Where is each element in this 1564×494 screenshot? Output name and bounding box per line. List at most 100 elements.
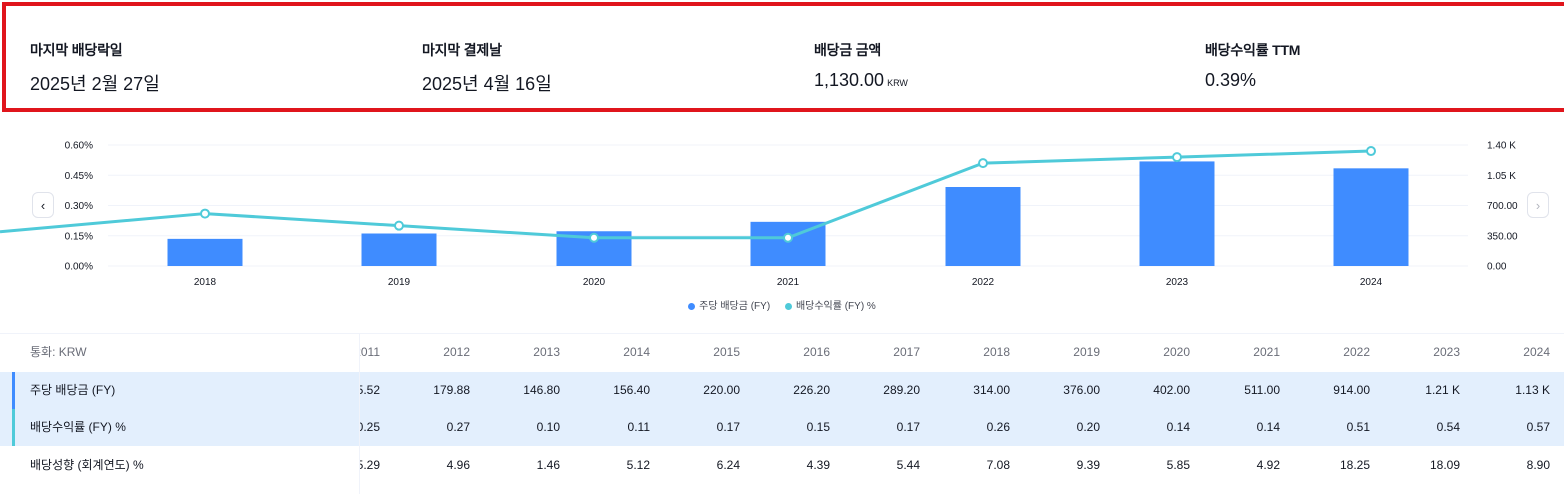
- bar-2022: [945, 187, 1021, 266]
- right-axis-tick: 350.00: [1487, 231, 1518, 242]
- right-axis-tick: 700.00: [1487, 201, 1518, 212]
- row-label-cell[interactable]: 배당성향 (회계연도) %: [0, 447, 359, 484]
- table-cell: 0.11: [627, 420, 650, 434]
- chart-prev-button[interactable]: ‹: [32, 192, 54, 218]
- stat-dividend-amount: 배당금 금액 1,130.00 KRW: [814, 40, 908, 91]
- row-label: 배당성향 (회계연도) %: [30, 458, 144, 472]
- stat-payment-date: 마지막 결제날 2025년 4월 16일: [422, 40, 552, 96]
- table-cell: 0.15: [806, 420, 830, 434]
- table-cell: 1.46: [536, 458, 560, 472]
- table-cell: 0.17: [896, 420, 920, 434]
- stat-label: 배당금 금액: [814, 42, 882, 58]
- stat-ex-dividend-date: 마지막 배당락일 2025년 2월 27일: [30, 40, 160, 96]
- left-axis-tick: 0.45%: [65, 171, 93, 182]
- legend-item-dividend[interactable]: 주당 배당금 (FY): [688, 297, 770, 312]
- year-header: 2013: [533, 345, 560, 359]
- currency-label-cell: 통화: KRW: [0, 334, 359, 371]
- chart-legend: 주당 배당금 (FY) 배당수익률 (FY) %: [0, 297, 1564, 312]
- stat-dividend-yield-ttm: 배당수익률 TTM 0.39%: [1205, 40, 1300, 91]
- yield-point-2020: [589, 232, 599, 243]
- table-cell: 402.00: [1153, 383, 1190, 397]
- bar-2023: [1139, 161, 1215, 266]
- table-cell: 1.13 K: [1515, 383, 1550, 397]
- year-header: 2012: [443, 345, 470, 359]
- legend-label: 주당 배당금 (FY): [699, 301, 771, 312]
- left-axis-tick: 0.30%: [65, 201, 93, 212]
- row-label-cell[interactable]: 주당 배당금 (FY): [0, 372, 359, 409]
- chart-next-button[interactable]: ›: [1527, 192, 1549, 218]
- table-cell: 0.20: [1076, 420, 1100, 434]
- yield-line: [0, 149, 1372, 240]
- table-cell: 0.25: [359, 420, 380, 434]
- table-cell: 165.52: [359, 383, 380, 397]
- stat-label: 마지막 결제날: [422, 42, 502, 58]
- currency-label: 통화: KRW: [30, 345, 87, 359]
- legend-label: 배당수익률 (FY) %: [795, 301, 876, 312]
- yield-point-2019: [394, 220, 404, 231]
- yield-point-2023: [1172, 152, 1182, 163]
- table-cell: 7.08: [986, 458, 1010, 472]
- summary-panel: 마지막 배당락일 2025년 2월 27일 마지막 결제날 2025년 4월 1…: [0, 0, 1564, 120]
- table-cell: 18.25: [1339, 458, 1370, 472]
- table-cell: 376.00: [1063, 383, 1100, 397]
- table-cell: 5.12: [626, 458, 650, 472]
- table-cell: 314.00: [973, 383, 1010, 397]
- yield-point-2018: [200, 208, 210, 219]
- table-cell: 0.17: [716, 420, 740, 434]
- year-header: 2023: [1433, 345, 1460, 359]
- x-axis-tick: 2019: [388, 277, 411, 288]
- table-values-scroll[interactable]: 2011 2012 2013 2014 2015 2016 2017 2018 2019 2020…: [359, 334, 1564, 494]
- stat-label: 마지막 배당락일: [30, 42, 123, 58]
- bar-2024: [1333, 168, 1409, 266]
- table-cell: 220.00: [703, 383, 740, 397]
- table-cell: 226.20: [793, 383, 830, 397]
- table-cell: 0.10: [536, 420, 560, 434]
- stat-value: 0.39%: [1205, 70, 1257, 90]
- currency-unit: KRW: [887, 78, 908, 88]
- stat-value: 2025년 4월 16일: [422, 74, 552, 94]
- year-header: 2014: [623, 345, 650, 359]
- year-header: 2020: [1163, 345, 1190, 359]
- table-cell: 179.88: [433, 383, 470, 397]
- table-cell: 511.00: [1244, 383, 1280, 397]
- year-header: 2017: [893, 345, 920, 359]
- summary-highlight-frame: [2, 2, 1564, 112]
- x-axis-tick: 2020: [583, 277, 606, 288]
- year-header: 2022: [1343, 345, 1370, 359]
- legend-dot-icon: [688, 302, 696, 310]
- row-accent-bar: [12, 372, 15, 409]
- table-cell: 0.57: [1526, 420, 1550, 434]
- row-label: 배당수익률 (FY) %: [30, 420, 126, 434]
- table-row[interactable]: 0.25 0.27 0.10 0.11 0.17 0.15 0.17 0.26 0.20 0.14…: [359, 409, 1564, 446]
- table-cell: 0.26: [986, 420, 1010, 434]
- dividend-chart: 0.00% 0.15% 0.30% 0.45% 0.60% 0.00 350.00 700.0…: [0, 141, 1518, 288]
- table-cell: 9.39: [1076, 458, 1100, 472]
- x-axis-tick: 2021: [777, 277, 800, 288]
- table-label-column: 통화: KRW 주당 배당금 (FY) 배당수익률 (FY) % 배당성향 (회계연도…: [0, 334, 360, 494]
- right-axis-tick: 0.00: [1487, 262, 1507, 273]
- yield-point-2024: [1366, 146, 1376, 157]
- chevron-left-icon: ‹: [40, 197, 46, 213]
- yield-point-2022: [978, 158, 988, 169]
- left-axis-tick: 0.00%: [65, 262, 93, 273]
- row-label: 주당 배당금 (FY): [30, 383, 116, 397]
- table-cell: 1.21 K: [1425, 383, 1460, 397]
- table-row[interactable]: 165.52 179.88 146.80 156.40 220.00 226.20 289.…: [359, 372, 1564, 409]
- stat-value: 2025년 2월 27일: [30, 74, 160, 94]
- bar-2018: [167, 238, 243, 266]
- row-label-cell[interactable]: 배당수익률 (FY) %: [0, 409, 359, 446]
- table-cell: 6.24: [716, 458, 740, 472]
- x-axis-tick: 2018: [194, 277, 217, 288]
- table-header-row: 2011 2012 2013 2014 2015 2016 2017 2018 2019 2020…: [359, 334, 1564, 371]
- row-accent-bar: [12, 409, 15, 446]
- table-cell: 4.92: [1256, 458, 1280, 472]
- x-axis-tick: 2024: [1360, 277, 1383, 288]
- table-cell: 0.14: [1256, 420, 1280, 434]
- left-axis-tick: 0.15%: [65, 231, 93, 242]
- table-cell: 156.40: [613, 383, 650, 397]
- table-cell: 4.39: [806, 458, 830, 472]
- legend-dot-icon: [784, 302, 792, 310]
- table-row[interactable]: 15.29 4.96 1.46 5.12 6.24 4.39 5.44 7.08 9.39 5.8…: [359, 447, 1564, 484]
- right-axis-tick: 1.05 K: [1487, 171, 1516, 182]
- legend-item-yield[interactable]: 배당수익률 (FY) %: [784, 297, 876, 312]
